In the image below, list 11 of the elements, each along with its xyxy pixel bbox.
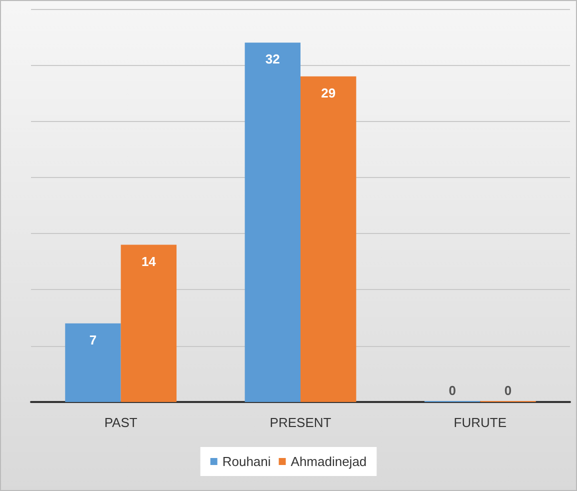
x-tick-label: PAST	[104, 415, 138, 430]
legend-label: Rouhani	[222, 454, 271, 469]
x-tick-label: PRESENT	[270, 415, 332, 430]
x-tick-label: FURUTE	[454, 415, 507, 430]
legend-label: Ahmadinejad	[290, 454, 367, 469]
data-label: 32	[265, 52, 280, 67]
data-label: 14	[141, 254, 157, 269]
data-label: 0	[448, 383, 456, 398]
data-label: 7	[89, 332, 97, 348]
data-label: 0	[504, 383, 512, 398]
data-label: 29	[321, 85, 336, 100]
